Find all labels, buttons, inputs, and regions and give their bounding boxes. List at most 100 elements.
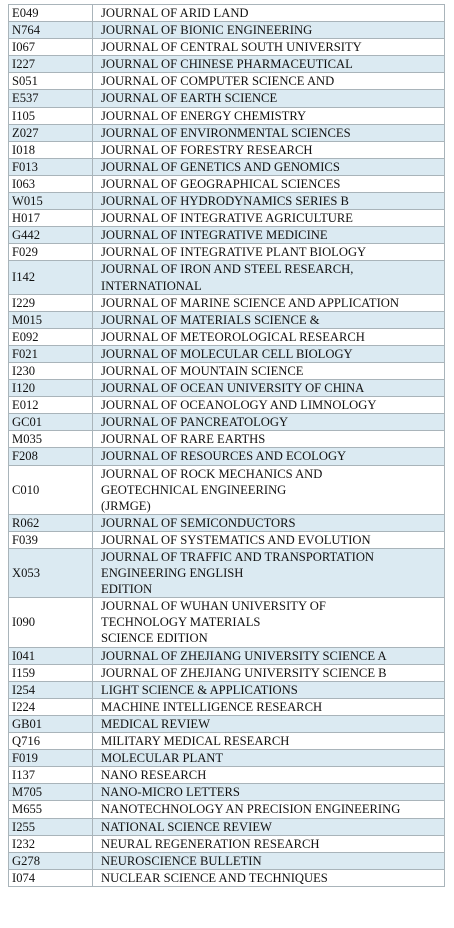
journal-code: I255 xyxy=(8,817,93,836)
name-line: JOURNAL OF MOLECULAR CELL BIOLOGY xyxy=(101,346,353,361)
name-line: MACHINE INTELLIGENCE RESEARCH xyxy=(101,699,323,714)
journal-name: LIGHT SCIENCE & APPLICATIONS xyxy=(92,680,445,699)
journal-name: JOURNAL OF SYSTEMATICS AND EVOLUTION xyxy=(92,530,445,550)
journal-name: JOURNAL OF CENTRAL SOUTH UNIVERSITY xyxy=(92,38,445,57)
name-line: JOURNAL OF INTEGRATIVE AGRICULTURE xyxy=(101,211,353,226)
journal-name: JOURNAL OF HYDRODYNAMICS SERIES B xyxy=(92,192,445,211)
journal-name: JOURNAL OF OCEANOLOGY AND LIMNOLOGY xyxy=(92,396,445,415)
table-row: F029 JOURNAL OF INTEGRATIVE PLANT BIOLOGY xyxy=(8,243,445,262)
table-row: E092 JOURNAL OF METEOROLOGICAL RESEARCH xyxy=(8,327,445,346)
name-line: JOURNAL OF GEOGRAPHICAL SCIENCES xyxy=(101,176,341,191)
table-row: N764 JOURNAL OF BIONIC ENGINEERING xyxy=(8,21,445,40)
name-line: JOURNAL OF HYDRODYNAMICS SERIES B xyxy=(101,194,349,209)
name-line: JOURNAL OF CENTRAL SOUTH UNIVERSITY xyxy=(101,40,362,55)
journal-name: JOURNAL OF INTEGRATIVE PLANT BIOLOGY xyxy=(92,243,445,262)
journal-name: JOURNAL OF GEOGRAPHICAL SCIENCES xyxy=(92,174,445,194)
journal-code: N764 xyxy=(8,21,93,40)
table-row: M655 NANOTECHNOLOGY AN PRECISION ENGINEER… xyxy=(8,800,445,819)
journal-table: E049 JOURNAL OF ARID LAND N764 JOURNAL OF B… xyxy=(8,3,445,887)
table-row: C010 JOURNAL OF ROCK MECHANICS AND GEOTECH… xyxy=(8,464,445,515)
journal-code: I230 xyxy=(8,361,93,381)
journal-name: JOURNAL OF FORESTRY RESEARCH xyxy=(92,140,445,159)
table-row: I159 JOURNAL OF ZHEJIANG UNIVERSITY SCIEN… xyxy=(8,663,445,682)
table-row: E049 JOURNAL OF ARID LAND xyxy=(8,3,445,23)
journal-name: JOURNAL OF INTEGRATIVE AGRICULTURE xyxy=(92,209,445,228)
journal-name: JOURNAL OF GENETICS AND GENOMICS xyxy=(92,157,445,176)
journal-code: M035 xyxy=(8,430,93,449)
name-line: TECHNOLOGY MATERIALS xyxy=(101,615,261,630)
name-line: SCIENCE EDITION xyxy=(101,631,208,646)
journal-name: JOURNAL OF WUHAN UNIVERSITY OF TECHNOLOGY… xyxy=(92,597,445,648)
journal-name: JOURNAL OF MARINE SCIENCE AND APPLICATIO… xyxy=(92,293,445,312)
table-row: I227 JOURNAL OF CHINESE PHARMACEUTICAL xyxy=(8,55,445,74)
name-line: JOURNAL OF GENETICS AND GENOMICS xyxy=(101,159,340,174)
journal-name: JOURNAL OF TRAFFIC AND TRANSPORTATION ENG… xyxy=(92,547,445,599)
table-row: G278 NEUROSCIENCE BULLETIN xyxy=(8,851,445,870)
table-row: I254 LIGHT SCIENCE & APPLICATIONS xyxy=(8,680,445,699)
name-line: NANO RESEARCH xyxy=(101,768,207,783)
name-line: GEOTECHNICAL ENGINEERING xyxy=(101,482,287,497)
journal-code: C010 xyxy=(8,464,93,515)
name-line: JOURNAL OF FORESTRY RESEARCH xyxy=(101,142,313,157)
name-line: JOURNAL OF INTEGRATIVE MEDICINE xyxy=(101,228,328,243)
name-line: JOURNAL OF INTEGRATIVE PLANT BIOLOGY xyxy=(101,245,367,260)
name-line: JOURNAL OF TRAFFIC AND TRANSPORTATION xyxy=(101,550,375,564)
name-line: JOURNAL OF MARINE SCIENCE AND APPLICATIO… xyxy=(101,295,399,310)
table-row: I090 JOURNAL OF WUHAN UNIVERSITY OF TECHNO… xyxy=(8,597,445,648)
journal-name: JOURNAL OF COMPUTER SCIENCE AND xyxy=(92,72,445,91)
name-line: INTERNATIONAL xyxy=(101,278,202,293)
journal-code: I254 xyxy=(8,680,93,699)
journal-name: JOURNAL OF MOUNTAIN SCIENCE xyxy=(92,361,445,381)
table-row: F021 JOURNAL OF MOLECULAR CELL BIOLOGY xyxy=(8,344,445,363)
journal-name: NEURAL REGENERATION RESEARCH xyxy=(92,834,445,853)
name-line: NANOTECHNOLOGY AN PRECISION ENGINEERING xyxy=(101,802,401,817)
journal-code: F208 xyxy=(8,447,93,466)
name-line: MEDICAL REVIEW xyxy=(101,716,211,731)
journal-code: I120 xyxy=(8,379,93,398)
journal-code: E049 xyxy=(8,3,93,23)
journal-name: JOURNAL OF RARE EARTHS xyxy=(92,430,445,449)
journal-name: JOURNAL OF BIONIC ENGINEERING xyxy=(92,21,445,40)
table-row: I255 NATIONAL SCIENCE REVIEW xyxy=(8,817,445,836)
journal-name: JOURNAL OF RESOURCES AND ECOLOGY xyxy=(92,447,445,466)
journal-name: NANO RESEARCH xyxy=(92,766,445,785)
table-row: I120 JOURNAL OF OCEAN UNIVERSITY OF CHINA xyxy=(8,379,445,398)
table-row: I063 JOURNAL OF GEOGRAPHICAL SCIENCES xyxy=(8,174,445,194)
table-row: I229 JOURNAL OF MARINE SCIENCE AND APPLIC… xyxy=(8,293,445,312)
table-row: X053 JOURNAL OF TRAFFIC AND TRANSPORTATIO… xyxy=(8,547,445,599)
table-row: F013 JOURNAL OF GENETICS AND GENOMICS xyxy=(8,157,445,176)
table-row: GC01 JOURNAL OF PANCREATOLOGY xyxy=(8,413,445,432)
journal-name: NATIONAL SCIENCE REVIEW xyxy=(92,817,445,836)
name-line: NEUROSCIENCE BULLETIN xyxy=(101,853,262,868)
journal-name: MOLECULAR PLANT xyxy=(92,749,445,768)
table-row: S051 JOURNAL OF COMPUTER SCIENCE AND xyxy=(8,72,445,91)
table-row: I142 JOURNAL OF IRON AND STEEL RESEARCH, I… xyxy=(8,260,445,295)
journal-name: JOURNAL OF INTEGRATIVE MEDICINE xyxy=(92,226,445,245)
table-row: I230 JOURNAL OF MOUNTAIN SCIENCE xyxy=(8,361,445,381)
journal-code: M655 xyxy=(8,800,93,819)
journal-name: NANO-MICRO LETTERS xyxy=(92,783,445,802)
journal-code: I074 xyxy=(8,868,93,887)
name-line: JOURNAL OF MATERIALS SCIENCE & xyxy=(101,312,320,327)
name-line: JOURNAL OF ZHEJIANG UNIVERSITY SCIENCE A xyxy=(101,648,387,663)
table-row: Q716 MILITARY MEDICAL RESEARCH xyxy=(8,732,445,751)
journal-code: E012 xyxy=(8,396,93,415)
table-row: H017 JOURNAL OF INTEGRATIVE AGRICULTURE xyxy=(8,209,445,228)
table-row: I067 JOURNAL OF CENTRAL SOUTH UNIVERSITY xyxy=(8,38,445,57)
name-line: LIGHT SCIENCE & APPLICATIONS xyxy=(101,682,298,697)
journal-name: MILITARY MEDICAL RESEARCH xyxy=(92,732,445,751)
table-row: I074 NUCLEAR SCIENCE AND TECHNIQUES xyxy=(8,868,445,887)
journal-name: JOURNAL OF ZHEJIANG UNIVERSITY SCIENCE A xyxy=(92,646,445,665)
journal-name: NANOTECHNOLOGY AN PRECISION ENGINEERING xyxy=(92,800,445,819)
table-row: M015 JOURNAL OF MATERIALS SCIENCE & xyxy=(8,310,445,329)
journal-code: F013 xyxy=(8,157,93,176)
journal-name: JOURNAL OF IRON AND STEEL RESEARCH, INTER… xyxy=(92,260,445,295)
journal-code: I063 xyxy=(8,174,93,194)
journal-code: X053 xyxy=(8,547,93,599)
table-row: F019 MOLECULAR PLANT xyxy=(8,749,445,768)
journal-name: JOURNAL OF CHINESE PHARMACEUTICAL xyxy=(92,55,445,74)
journal-code: M015 xyxy=(8,310,93,329)
journal-name: JOURNAL OF MATERIALS SCIENCE & xyxy=(92,310,445,329)
name-line: JOURNAL OF PANCREATOLOGY xyxy=(101,415,289,430)
